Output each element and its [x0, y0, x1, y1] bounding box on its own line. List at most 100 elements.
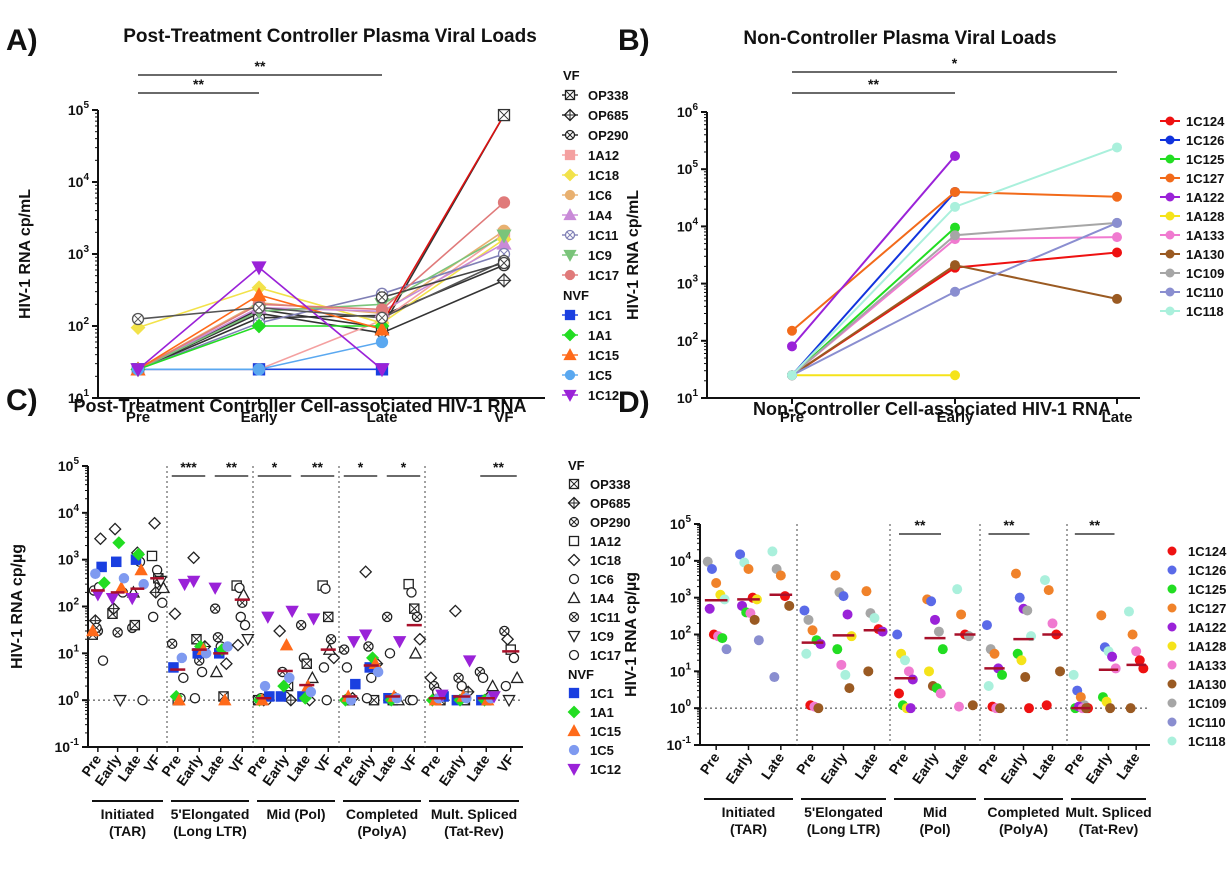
series-1C17	[137, 201, 505, 371]
data-point	[1105, 703, 1116, 714]
data-point-x	[383, 613, 391, 621]
data-point	[838, 591, 849, 602]
legend-label: 1C126	[1186, 133, 1224, 148]
legend-marker	[1165, 306, 1175, 316]
data-point	[1131, 646, 1142, 657]
data-point	[787, 341, 797, 352]
series-line	[137, 279, 505, 371]
data-point	[1014, 592, 1025, 603]
data-point-x	[454, 674, 463, 682]
data-point	[318, 662, 330, 673]
series-OP685	[137, 279, 505, 371]
significance-bar-label: *	[952, 55, 958, 71]
legend-label: 1A130	[1186, 247, 1224, 262]
data-point	[208, 582, 222, 595]
legend-marker-x	[565, 90, 575, 100]
data-point	[1112, 142, 1122, 153]
data-point	[1075, 692, 1086, 703]
legend-label: 1C118	[1188, 734, 1226, 749]
legend-label: 1C124	[1188, 544, 1227, 559]
data-point	[749, 614, 760, 625]
data-point	[950, 201, 960, 212]
region-sublabel: (TAR)	[109, 823, 146, 839]
data-point-x	[377, 313, 387, 322]
data-point	[930, 614, 940, 625]
data-point	[157, 597, 168, 609]
series-line	[791, 222, 1118, 377]
data-point	[372, 666, 384, 678]
series-line	[791, 191, 956, 376]
legend-marker	[1165, 135, 1175, 145]
series-line	[137, 264, 505, 371]
data-point	[186, 575, 201, 588]
x-tick-label: Late	[851, 749, 881, 782]
y-tick-label: 101	[58, 643, 80, 661]
data-point	[981, 620, 992, 631]
data-point	[327, 651, 341, 665]
data-point	[877, 626, 888, 637]
data-point	[132, 547, 146, 561]
data-point	[261, 611, 275, 624]
legend-label: 1C6	[588, 188, 612, 203]
data-point	[196, 666, 208, 678]
data-point	[496, 229, 512, 244]
data-point	[840, 669, 851, 680]
y-tick-label: 101	[670, 661, 692, 679]
legend-label: OP338	[590, 477, 630, 492]
legend-group-heading: VF	[568, 458, 585, 473]
y-tick-label: 10-1	[667, 735, 692, 753]
legend-label: 1A122	[1186, 190, 1224, 205]
legend-label: 1C5	[588, 368, 612, 383]
data-point	[391, 692, 403, 704]
data-point	[147, 611, 159, 623]
significance-bar-label: **	[312, 459, 323, 475]
y-tick-label: 103	[670, 588, 692, 606]
data-point	[176, 652, 188, 664]
legend-marker-plus	[564, 109, 576, 121]
x-tick-label: Pre	[780, 409, 804, 426]
data-point	[130, 363, 146, 378]
data-point	[392, 636, 407, 649]
legend-label: 1A128	[1188, 639, 1226, 654]
data-point	[448, 604, 462, 618]
legend-marker	[567, 724, 581, 737]
data-point-x	[114, 628, 122, 636]
data-point-x	[323, 611, 334, 622]
data-point-x	[133, 314, 143, 324]
data-point	[497, 196, 511, 209]
y-tick-label: 100	[670, 698, 692, 716]
data-point	[275, 691, 287, 702]
significance-bar-label: **	[255, 58, 266, 74]
data-point	[1020, 672, 1031, 683]
data-point	[1127, 629, 1138, 640]
data-point	[1055, 666, 1066, 677]
series-unlabeled	[137, 260, 505, 320]
data-point	[926, 596, 937, 607]
data-point	[172, 693, 186, 706]
data-point	[937, 644, 948, 655]
x-tick-label: Late	[114, 751, 144, 784]
data-point	[500, 680, 512, 692]
series-line	[381, 114, 505, 324]
data-point	[903, 666, 914, 677]
data-point	[305, 686, 317, 698]
data-point	[146, 550, 158, 562]
data-point	[1047, 618, 1058, 629]
legend-marker	[1165, 230, 1175, 240]
legend-label: 1C126	[1188, 563, 1226, 578]
x-tick-label: Pre	[126, 409, 150, 426]
data-point	[803, 614, 814, 625]
data-point-plus	[108, 603, 120, 615]
data-point	[769, 672, 780, 683]
legend-marker	[1167, 660, 1177, 670]
region-label: Completed	[346, 806, 418, 822]
data-point	[787, 325, 797, 336]
x-tick-label: Pre	[793, 749, 819, 777]
legend-label: 1C1	[588, 308, 612, 323]
legend-marker	[563, 348, 577, 361]
significance-bar-label: *	[358, 459, 364, 475]
x-tick-label: Late	[463, 751, 493, 784]
data-point	[112, 536, 126, 550]
y-tick-label: 102	[670, 625, 692, 643]
data-point-x	[327, 635, 335, 643]
